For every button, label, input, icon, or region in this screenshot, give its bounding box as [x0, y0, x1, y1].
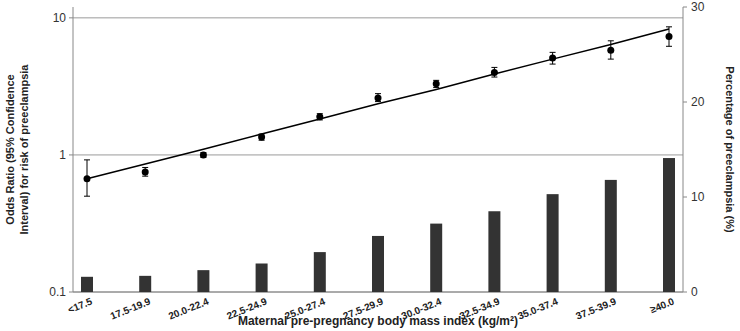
y-tick [69, 154, 73, 155]
bar [197, 270, 209, 292]
error-bar [375, 94, 381, 102]
error-bar [317, 114, 323, 120]
grid-line [73, 154, 683, 155]
y-tick-label: 1 [59, 148, 66, 162]
y-tick [69, 17, 73, 18]
x-tick-label: 20.0-22.4 [167, 295, 211, 321]
y2-tick [683, 197, 687, 198]
y2-axis-title: Percentage of preeclampsia (%) [724, 66, 736, 233]
y-axis-title: Interval) for risk of preeclampsia [18, 64, 30, 235]
y2-tick-label: 10 [691, 190, 705, 204]
point [316, 113, 323, 120]
error-bar [550, 52, 556, 64]
point [142, 169, 149, 176]
x-tick-label: <17.5 [66, 295, 94, 315]
point [491, 69, 498, 76]
y2-axis-line [683, 7, 684, 292]
y2-tick [683, 292, 687, 293]
grid-line [73, 17, 683, 18]
chart: 0.11100102030<17.517.5-19.920.0-22.422.5… [0, 0, 740, 331]
point [433, 80, 440, 87]
y2-tick [683, 102, 687, 103]
point [549, 54, 556, 61]
bar [605, 180, 617, 292]
trend-line [87, 29, 669, 179]
x-tick-label: 17.5-19.9 [109, 295, 153, 321]
bar [314, 252, 326, 292]
x-tick-label: 35.0-37.4 [516, 295, 560, 321]
y2-tick-label: 0 [691, 285, 698, 299]
bar [663, 158, 675, 292]
bar [81, 277, 93, 292]
y2-tick-label: 30 [691, 0, 705, 14]
point [258, 134, 265, 141]
y2-tick [683, 7, 687, 8]
y-tick [69, 292, 73, 293]
error-bar [84, 160, 90, 196]
error-bar [142, 167, 148, 176]
bar [139, 276, 151, 292]
bar [488, 211, 500, 292]
x-tick-label: ≥40.0 [648, 295, 676, 315]
marks [81, 27, 675, 292]
error-bar [666, 27, 672, 46]
error-bar [259, 134, 265, 140]
point [200, 151, 207, 158]
bar [372, 236, 384, 292]
y2-tick-label: 20 [691, 95, 705, 109]
y-tick-label: 10 [53, 11, 67, 25]
error-bar [608, 41, 614, 59]
y-tick-label: 0.1 [49, 285, 66, 299]
point [666, 33, 673, 40]
x-axis-title: Maternal pre-pregnancy body mass index (… [238, 314, 518, 328]
bar [430, 224, 442, 292]
point [607, 47, 614, 54]
error-bar [433, 80, 439, 87]
error-bar [491, 67, 497, 77]
x-tick-label: 37.5-39.9 [574, 295, 618, 321]
bar [547, 194, 559, 292]
y-axis-line [73, 7, 74, 292]
bar [256, 264, 268, 293]
point [375, 95, 382, 102]
point [84, 175, 91, 182]
y-axis-title: Odds Ratio (95% Confidence [4, 74, 16, 224]
